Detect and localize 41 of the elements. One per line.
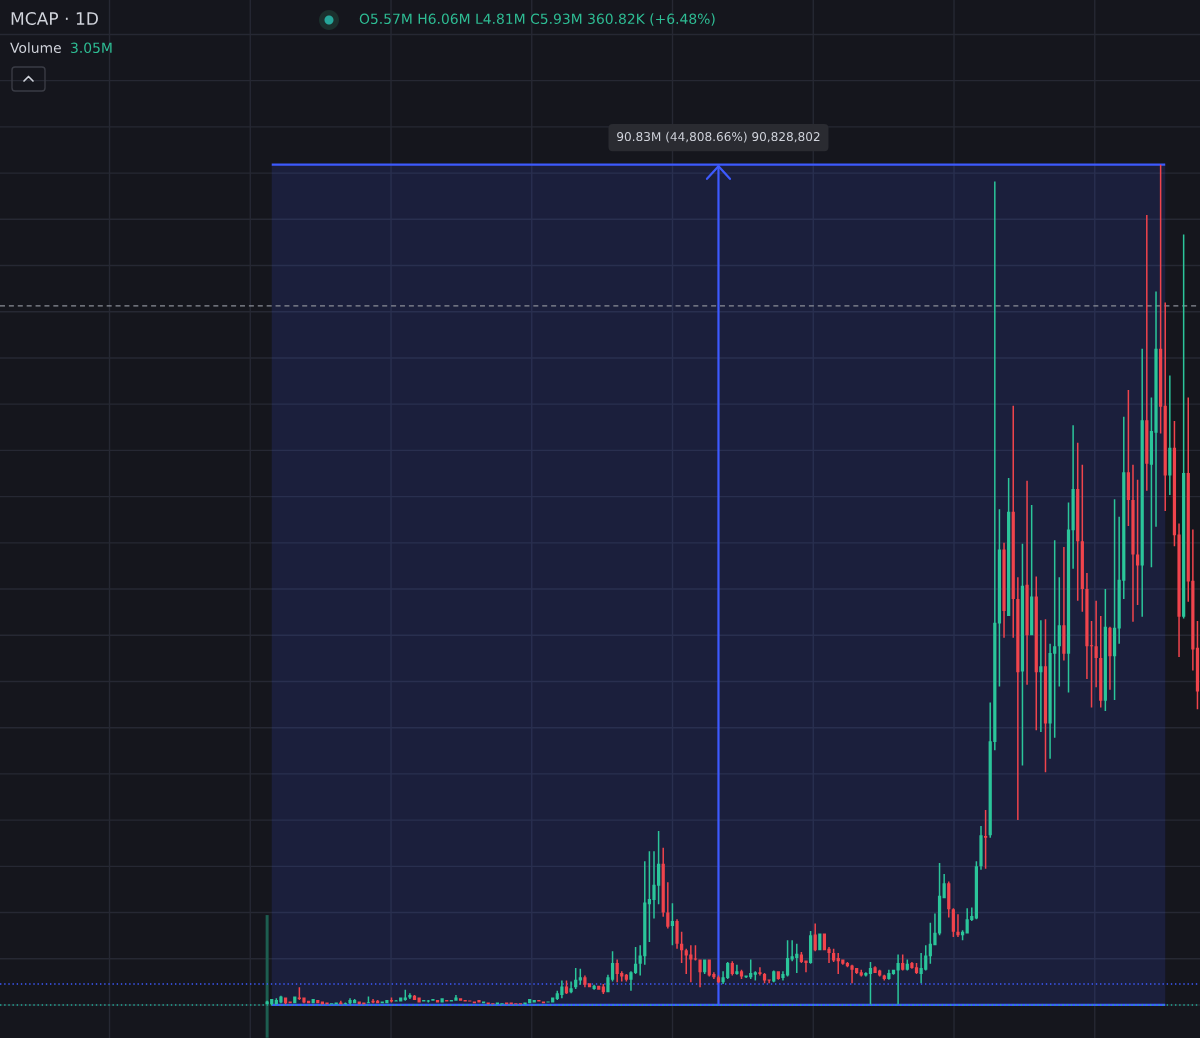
text: 3.05M <box>71 42 112 54</box>
chart-subtitle: O5.57M H6.06M L4.81M C5.93M 360.82K (+6.48%) <box>359 13 715 26</box>
candlestick <box>873 966 877 974</box>
candlestick <box>1163 302 1167 511</box>
candlestick <box>583 975 587 988</box>
candlestick <box>979 826 983 870</box>
candlestick <box>454 994 458 1001</box>
candlestick <box>758 967 762 976</box>
candlestick <box>1002 542 1006 638</box>
candlestick <box>795 943 799 974</box>
candlestick <box>956 914 960 937</box>
candlestick <box>408 993 412 1000</box>
candlestick <box>887 969 891 980</box>
candlestick <box>1094 600 1098 688</box>
candlestick <box>896 954 900 1005</box>
band-label: 90.83M (44,808.66%) 90,828,802 <box>617 131 820 143</box>
candlestick <box>523 1002 527 1005</box>
candlestick <box>348 998 352 1005</box>
candlestick <box>1016 577 1020 821</box>
candlestick <box>394 999 398 1002</box>
candlestick <box>1168 375 1172 495</box>
candlestick <box>325 1002 329 1005</box>
candlestick <box>1071 425 1075 569</box>
text: Volume <box>10 42 61 54</box>
candlestick <box>735 964 739 975</box>
candlestick <box>1131 464 1135 622</box>
candlestick <box>689 945 693 983</box>
candlestick <box>836 952 840 974</box>
candlestick <box>1025 480 1029 685</box>
candlestick <box>1108 626 1112 690</box>
candlestick <box>684 948 688 974</box>
candlestick <box>698 959 702 988</box>
candlestick <box>1145 215 1149 491</box>
candlestick <box>850 964 854 984</box>
candlestick <box>560 980 564 999</box>
candlestick <box>666 882 670 929</box>
candlestick <box>569 981 573 994</box>
candlestick <box>1039 620 1043 732</box>
candlestick <box>1062 547 1066 661</box>
candlestick <box>675 919 679 949</box>
text: MCAP · 1D <box>11 12 98 25</box>
